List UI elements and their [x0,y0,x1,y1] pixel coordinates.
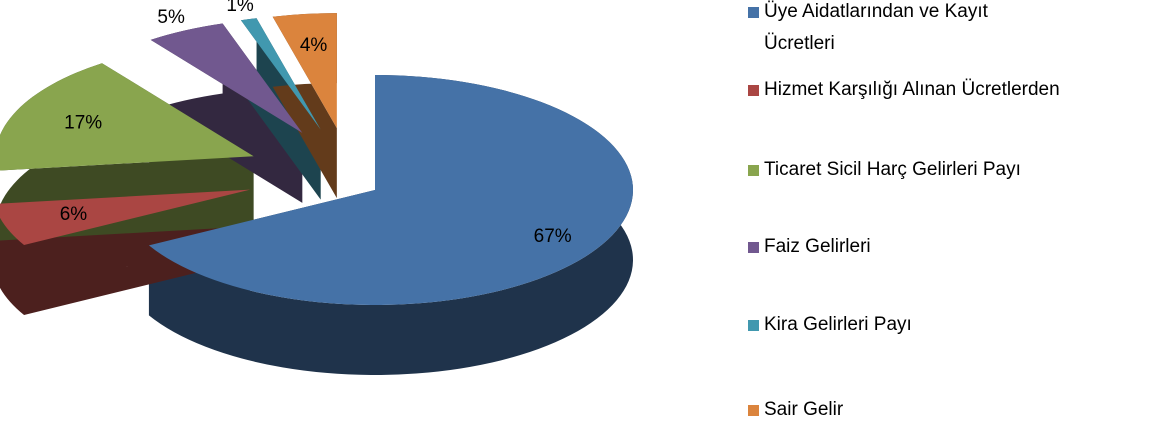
data-label: 67% [534,226,572,247]
legend-item: Faiz Gelirleri [748,231,871,263]
legend-label: Faiz Gelirleri [764,236,871,257]
legend-label: Hizmet Karşılığı Alınan Ücretlerden [764,79,1060,100]
legend-item: Ticaret Sicil Harç Gelirleri Payı [748,154,1021,186]
legend-item: Sair Gelir [748,394,843,426]
slice [0,189,251,246]
legend-swatch [748,405,759,416]
slice [272,13,337,129]
data-label: 5% [157,7,185,28]
legend-swatch [748,165,759,176]
data-label: 17% [64,112,102,133]
legend-label: Sair Gelir [764,399,844,420]
chart: 67% 6% 17% 5% 1% 4% [0,0,634,375]
legend-swatch [748,85,759,96]
legend-label: Üye Aidatlarından ve Kayıt Ücretleri [764,1,988,54]
slice-side [150,23,303,203]
legend-item: Üye Aidatlarından ve Kayıt Ücretleri [748,0,1048,60]
data-label: 1% [226,0,254,16]
data-label: 4% [300,35,328,56]
slice [148,75,633,305]
legend-swatch [748,242,759,253]
data-label: 6% [60,204,88,225]
slice [240,18,321,130]
legend-swatch [748,7,759,18]
legend-label: Ticaret Sicil Harç Gelirleri Payı [764,159,1021,180]
slice [150,23,303,133]
legend-label: Kira Gelirleri Payı [764,314,912,335]
slice [0,63,254,171]
legend-swatch [748,320,759,331]
legend-item: Kira Gelirleri Payı [748,309,912,341]
legend-item: Hizmet Karşılığı Alınan Ücretlerden [748,74,1060,106]
